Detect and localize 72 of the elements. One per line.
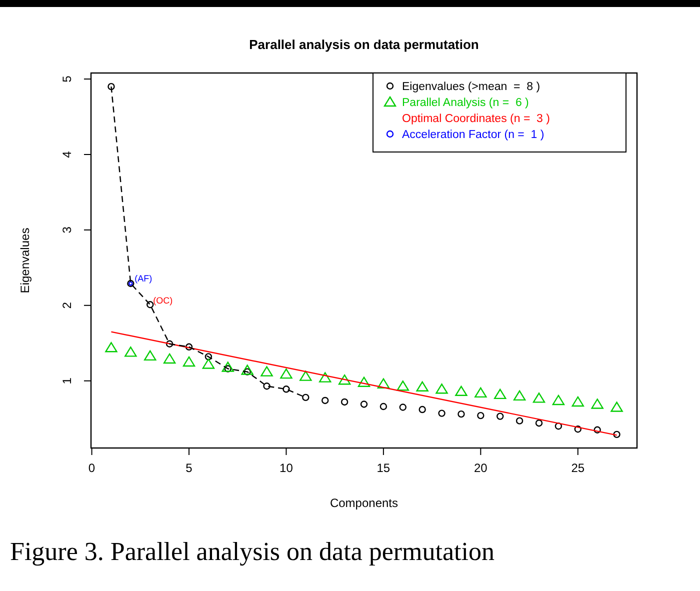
point — [513, 390, 526, 401]
caption: Figure 3. Parallel analysis on data permutation — [10, 537, 494, 566]
point — [146, 301, 154, 308]
point — [260, 366, 273, 376]
text: Optimal Coordinates (n = 3 ) — [402, 113, 550, 125]
point — [358, 376, 370, 387]
point — [516, 417, 524, 424]
point — [572, 396, 584, 407]
point — [574, 426, 582, 433]
point — [436, 384, 448, 394]
point — [613, 430, 620, 438]
point — [594, 426, 601, 434]
point — [124, 346, 137, 357]
point — [380, 402, 388, 410]
point — [418, 406, 426, 414]
point — [399, 404, 406, 411]
x-tick-label: 15 — [376, 461, 390, 475]
point — [477, 412, 484, 420]
point — [222, 362, 234, 372]
data-label: (AF) — [134, 274, 152, 284]
point — [396, 380, 409, 391]
point — [455, 386, 468, 396]
y-tick-label: 4 — [60, 150, 74, 158]
point — [263, 382, 270, 390]
chart-title: Parallel analysis on data permutation — [249, 37, 479, 52]
point — [340, 398, 348, 406]
point — [182, 356, 196, 367]
point — [416, 381, 428, 392]
point — [163, 353, 176, 364]
point — [280, 368, 292, 379]
point — [552, 394, 565, 406]
point — [438, 410, 446, 417]
y-tick-label: 1 — [60, 377, 74, 384]
point — [532, 392, 546, 403]
y-tick-label: 5 — [60, 75, 74, 82]
x-tick-label: 10 — [280, 461, 294, 475]
point — [202, 358, 215, 369]
legend-label: Eigenvalues (>mean = 8 ) — [402, 81, 540, 93]
point — [300, 370, 312, 381]
point — [302, 394, 310, 402]
point — [319, 372, 332, 382]
x-tick-label: 25 — [571, 461, 585, 475]
point — [535, 420, 543, 427]
point — [166, 340, 174, 348]
x-tick-label: 0 — [88, 461, 96, 475]
x-tick-label: 20 — [474, 461, 488, 475]
point — [496, 412, 504, 420]
point — [360, 400, 368, 408]
point — [185, 343, 193, 350]
x-tick-label: 5 — [186, 461, 193, 475]
point — [474, 387, 487, 398]
legend-label: Acceleration Factor (n = 1 ) — [402, 129, 544, 141]
point — [338, 374, 351, 385]
y-axis-title: Eigenvalues — [18, 228, 32, 294]
point — [591, 398, 604, 409]
point — [105, 342, 118, 352]
point — [108, 82, 115, 90]
point — [458, 410, 465, 418]
point — [610, 402, 623, 412]
point — [204, 353, 212, 360]
point — [241, 364, 254, 375]
point — [554, 422, 562, 430]
point — [322, 396, 329, 404]
x-axis-title: Components — [330, 496, 398, 510]
point — [494, 388, 506, 400]
point — [144, 350, 156, 361]
point — [377, 378, 390, 388]
y-tick-label: 2 — [60, 302, 74, 309]
annotation: (OC) — [153, 296, 173, 306]
y-tick-label: 3 — [60, 226, 74, 234]
legend-label: Parallel Analysis (n = 6 ) — [402, 97, 530, 109]
point — [282, 386, 290, 393]
